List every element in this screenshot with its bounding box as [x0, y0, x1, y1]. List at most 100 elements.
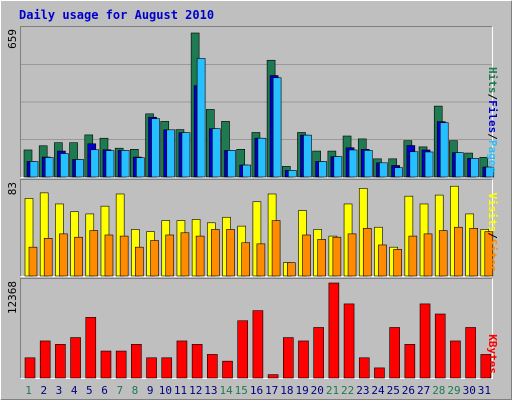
- sites-bar: [180, 232, 190, 277]
- legend-top: Hits/Files/Pages: [486, 67, 499, 173]
- sites-bar: [271, 220, 281, 277]
- sites-bar: [378, 244, 387, 277]
- sites-bar: [211, 229, 220, 277]
- day-label: 31: [478, 384, 491, 397]
- files-bar: [470, 158, 479, 178]
- files-bar: [136, 157, 145, 178]
- sites-bar: [195, 235, 205, 277]
- kbytes-bar: [24, 357, 36, 379]
- kbytes-bar: [434, 313, 446, 379]
- legend-middle: Visits/Sites: [486, 193, 499, 273]
- day-label: 11: [174, 384, 187, 397]
- files-bar: [227, 150, 236, 178]
- sites-bar: [408, 235, 418, 277]
- kbytes-bar: [161, 357, 173, 379]
- day-label: 1: [25, 384, 32, 397]
- day-label: 24: [371, 384, 385, 397]
- files-bar: [333, 156, 343, 178]
- day-label: 9: [147, 384, 154, 397]
- kbytes-bar: [252, 310, 264, 379]
- legend-kbytes: KBytes: [486, 334, 499, 374]
- chart-title: Daily usage for August 2010: [19, 8, 214, 22]
- sites-bar: [59, 233, 68, 277]
- sites-bar: [362, 228, 372, 277]
- kbytes-bar: [404, 344, 416, 379]
- sites-bar: [484, 231, 494, 277]
- files-bar: [272, 77, 282, 178]
- legend-sites: Sites: [486, 239, 499, 272]
- files-bar: [439, 122, 449, 178]
- sites-bar: [28, 246, 38, 277]
- kbytes-bar: [207, 354, 218, 379]
- sites-bar: [43, 238, 53, 277]
- kbytes-bar: [191, 344, 203, 379]
- files-bar: [348, 149, 358, 178]
- kbytes-bar: [100, 350, 112, 379]
- files-bar: [424, 151, 434, 178]
- legend-separator: /: [486, 94, 499, 101]
- day-label: 23: [356, 384, 369, 397]
- day-label: 7: [116, 384, 123, 397]
- files-bar: [287, 170, 297, 178]
- kbytes-bar: [313, 327, 324, 379]
- sites-bar: [302, 234, 311, 277]
- day-label: 18: [280, 384, 293, 397]
- day-label: 22: [341, 384, 354, 397]
- files-bar: [257, 137, 267, 178]
- files-bar: [60, 153, 69, 178]
- legend-files: Files: [486, 100, 499, 133]
- day-label: 16: [250, 384, 263, 397]
- files-bar: [318, 161, 327, 178]
- legend-separator: /: [486, 232, 499, 239]
- files-bar: [90, 149, 100, 178]
- files-bar: [212, 128, 221, 178]
- files-bar: [196, 58, 206, 178]
- kbytes-bar: [343, 303, 355, 379]
- files-bar: [379, 162, 388, 178]
- files-bar: [363, 150, 373, 178]
- day-label: 5: [86, 384, 93, 397]
- kbytes-bar: [374, 367, 385, 379]
- kbytes-bar: [146, 357, 157, 379]
- ymax-label-hits: 659: [6, 29, 19, 49]
- day-label: 4: [71, 384, 78, 397]
- kbytes-bar: [419, 303, 431, 379]
- day-label: 21: [326, 384, 339, 397]
- kbytes-bar: [237, 320, 249, 379]
- kbytes-bar: [176, 340, 188, 379]
- day-label: 17: [265, 384, 278, 397]
- day-label: 19: [295, 384, 308, 397]
- files-bar: [485, 166, 495, 178]
- day-label: 15: [235, 384, 248, 397]
- files-bar: [409, 151, 419, 178]
- day-label: 20: [311, 384, 324, 397]
- sites-bar: [135, 246, 144, 277]
- panel-middle-border-dark: [20, 179, 493, 277]
- kbytes-bar: [298, 340, 309, 379]
- sites-bar: [226, 229, 235, 277]
- sites-bar: [119, 235, 129, 277]
- legend-hits: Hits: [486, 67, 499, 94]
- kbytes-bar: [267, 374, 279, 379]
- files-bar: [120, 150, 130, 178]
- panel-top-border-dark: [20, 26, 493, 178]
- legend-bottom: KBytes: [486, 334, 499, 374]
- kbytes-bar: [131, 344, 142, 379]
- ymax-label-visits: 83: [6, 182, 19, 195]
- sites-bar: [286, 262, 296, 277]
- sites-bar: [438, 230, 448, 277]
- sites-bar: [89, 230, 99, 277]
- kbytes-bar: [115, 350, 127, 379]
- day-label: 30: [463, 384, 476, 397]
- kbytes-bar: [389, 327, 400, 379]
- sites-bar: [74, 236, 83, 277]
- kbytes-bar: [222, 360, 233, 379]
- files-bar: [394, 167, 403, 178]
- day-label: 2: [40, 384, 47, 397]
- files-bar: [75, 159, 84, 178]
- kbytes-bar: [282, 337, 294, 379]
- day-label: 26: [402, 384, 415, 397]
- day-label: 13: [204, 384, 217, 397]
